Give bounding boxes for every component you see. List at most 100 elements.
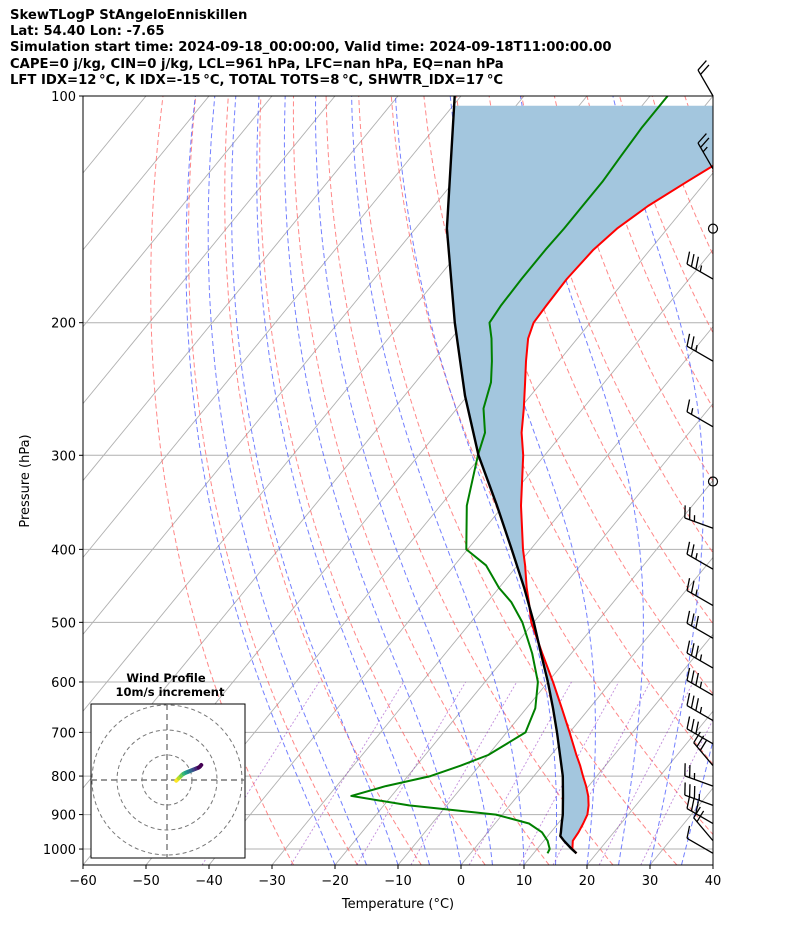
isotherm-50: [776, 96, 794, 865]
x-tick-label: −20: [321, 874, 348, 889]
wind-barb-flag: [686, 640, 691, 654]
y-tick-label: 400: [51, 543, 76, 558]
hodograph-segment: [198, 763, 204, 769]
wind-barb-flag: [700, 64, 710, 75]
station-coordinates: Lat: 54.40 Lon: -7.65: [10, 24, 165, 40]
isotherm-20: [586, 710, 713, 865]
wind-barb: [697, 133, 714, 170]
wind-barb: [686, 399, 714, 428]
wind-barb-flag: [686, 692, 691, 706]
moist-adiabat: [351, 96, 525, 865]
moist-adiabat: [231, 96, 399, 865]
moist-adiabat: [612, 96, 704, 865]
wind-barb-calm: [707, 476, 719, 487]
wind-barb-half: [699, 706, 703, 714]
wind-barb: [684, 505, 714, 529]
wind-barb-half: [690, 408, 694, 415]
moist-adiabat: [256, 96, 430, 865]
chart-title-block: SkewTLogP StAngeloEnniskillen Lat: 54.40…: [10, 8, 612, 89]
isotherm--100: [83, 96, 462, 559]
dry-adiabat: [586, 96, 713, 409]
wind-barb-half: [699, 681, 703, 689]
isotherm--30: [271, 325, 713, 865]
dry-adiabat: [259, 96, 486, 865]
wind-barb-flag: [686, 251, 691, 265]
wind-barb-flag: [693, 731, 701, 744]
wind-barb: [686, 796, 714, 825]
dry-adiabat: [521, 96, 713, 554]
x-tick-label: 0: [457, 874, 465, 889]
dry-adiabat: [150, 96, 294, 865]
mixing-ratio-line: [552, 681, 651, 865]
y-axis-label: Pressure (hPa): [18, 434, 33, 527]
wind-barb-half: [702, 146, 708, 153]
wind-barb: [686, 251, 714, 280]
isotherm--90: [83, 96, 525, 636]
moist-adiabat: [314, 96, 493, 865]
mixing-ratio-line: [410, 681, 518, 865]
wind-barb-flag: [699, 739, 708, 751]
isotherm-30: [649, 787, 713, 865]
isotherm--120: [83, 96, 336, 405]
wind-barb-flag: [686, 578, 691, 591]
inset-title: Wind Profile: [126, 671, 206, 685]
wind-barb-flag: [695, 615, 700, 629]
stability-indices: LFT IDX=12 °C, K IDX=-15 °C, TOTAL TOTS=…: [10, 72, 504, 88]
y-tick-label: 800: [51, 770, 76, 785]
wind-barb-flag: [686, 333, 691, 347]
wind-barb-flag: [700, 137, 710, 148]
wind-barb-staff: [686, 837, 714, 854]
y-tick-label: 100: [51, 90, 76, 105]
moist-adiabat: [394, 96, 557, 865]
wind-barb: [686, 578, 714, 607]
chart-axes: −60 −50 −40 −30 −20 −10 0 10 20 30 40 1000 900 800 700…: [43, 90, 721, 889]
x-tick-label: 10: [516, 874, 533, 889]
wind-barb-flag: [690, 695, 695, 709]
x-tick-label: −60: [69, 874, 96, 889]
chart-series: [350, 96, 713, 855]
wind-barb-flag: [695, 801, 700, 814]
x-tick-label: 30: [642, 874, 659, 889]
wind-barb-flag: [686, 610, 691, 624]
wind-barb-flag: [686, 399, 691, 412]
wind-barb-flag: [697, 133, 707, 144]
wind-barb-flag: [690, 544, 695, 557]
isotherm--110: [83, 96, 399, 482]
isotherm--10: [397, 479, 713, 865]
wind-barb: [686, 667, 714, 696]
wind-barb-flag: [686, 796, 691, 809]
x-tick-label: 20: [579, 874, 596, 889]
wind-barb-calm: [707, 223, 719, 234]
moist-adiabat: [519, 96, 644, 865]
wind-barb-flag: [686, 541, 691, 555]
y-tick-label: 500: [51, 616, 76, 631]
moist-adiabat: [207, 96, 367, 865]
wind-barb-half: [699, 265, 703, 272]
moist-adiabat: [712, 863, 713, 865]
isotherm--130: [83, 96, 273, 328]
wind-barb-flag: [690, 254, 695, 267]
parcel-line: [445, 96, 578, 855]
moist-adiabat: [185, 96, 336, 865]
inset-subtitle: 10m/s increment: [116, 685, 225, 699]
wind-barb-flag: [686, 716, 691, 730]
wind-barb: [686, 716, 714, 745]
wind-barb: [686, 541, 714, 570]
wind-barb-flag: [695, 721, 700, 735]
y-tick-label: 700: [51, 726, 76, 741]
dry-adiabat: [358, 96, 678, 865]
wind-barb: [686, 825, 714, 854]
y-tick-label: 300: [51, 449, 76, 464]
mixing-ratio-line: [290, 681, 404, 865]
wind-barb-flag: [695, 698, 700, 711]
temperature-line: [520, 164, 713, 854]
wind-barb-flag: [686, 825, 691, 839]
isotherm-40: [712, 864, 713, 865]
wind-barb: [686, 640, 714, 669]
simulation-times: Simulation start time: 2024-09-18_00:00:…: [10, 40, 612, 56]
y-tick-label: 900: [51, 809, 76, 824]
dry-adiabat: [292, 96, 550, 865]
x-tick-label: −40: [195, 874, 222, 889]
wind-barb: [686, 610, 714, 639]
